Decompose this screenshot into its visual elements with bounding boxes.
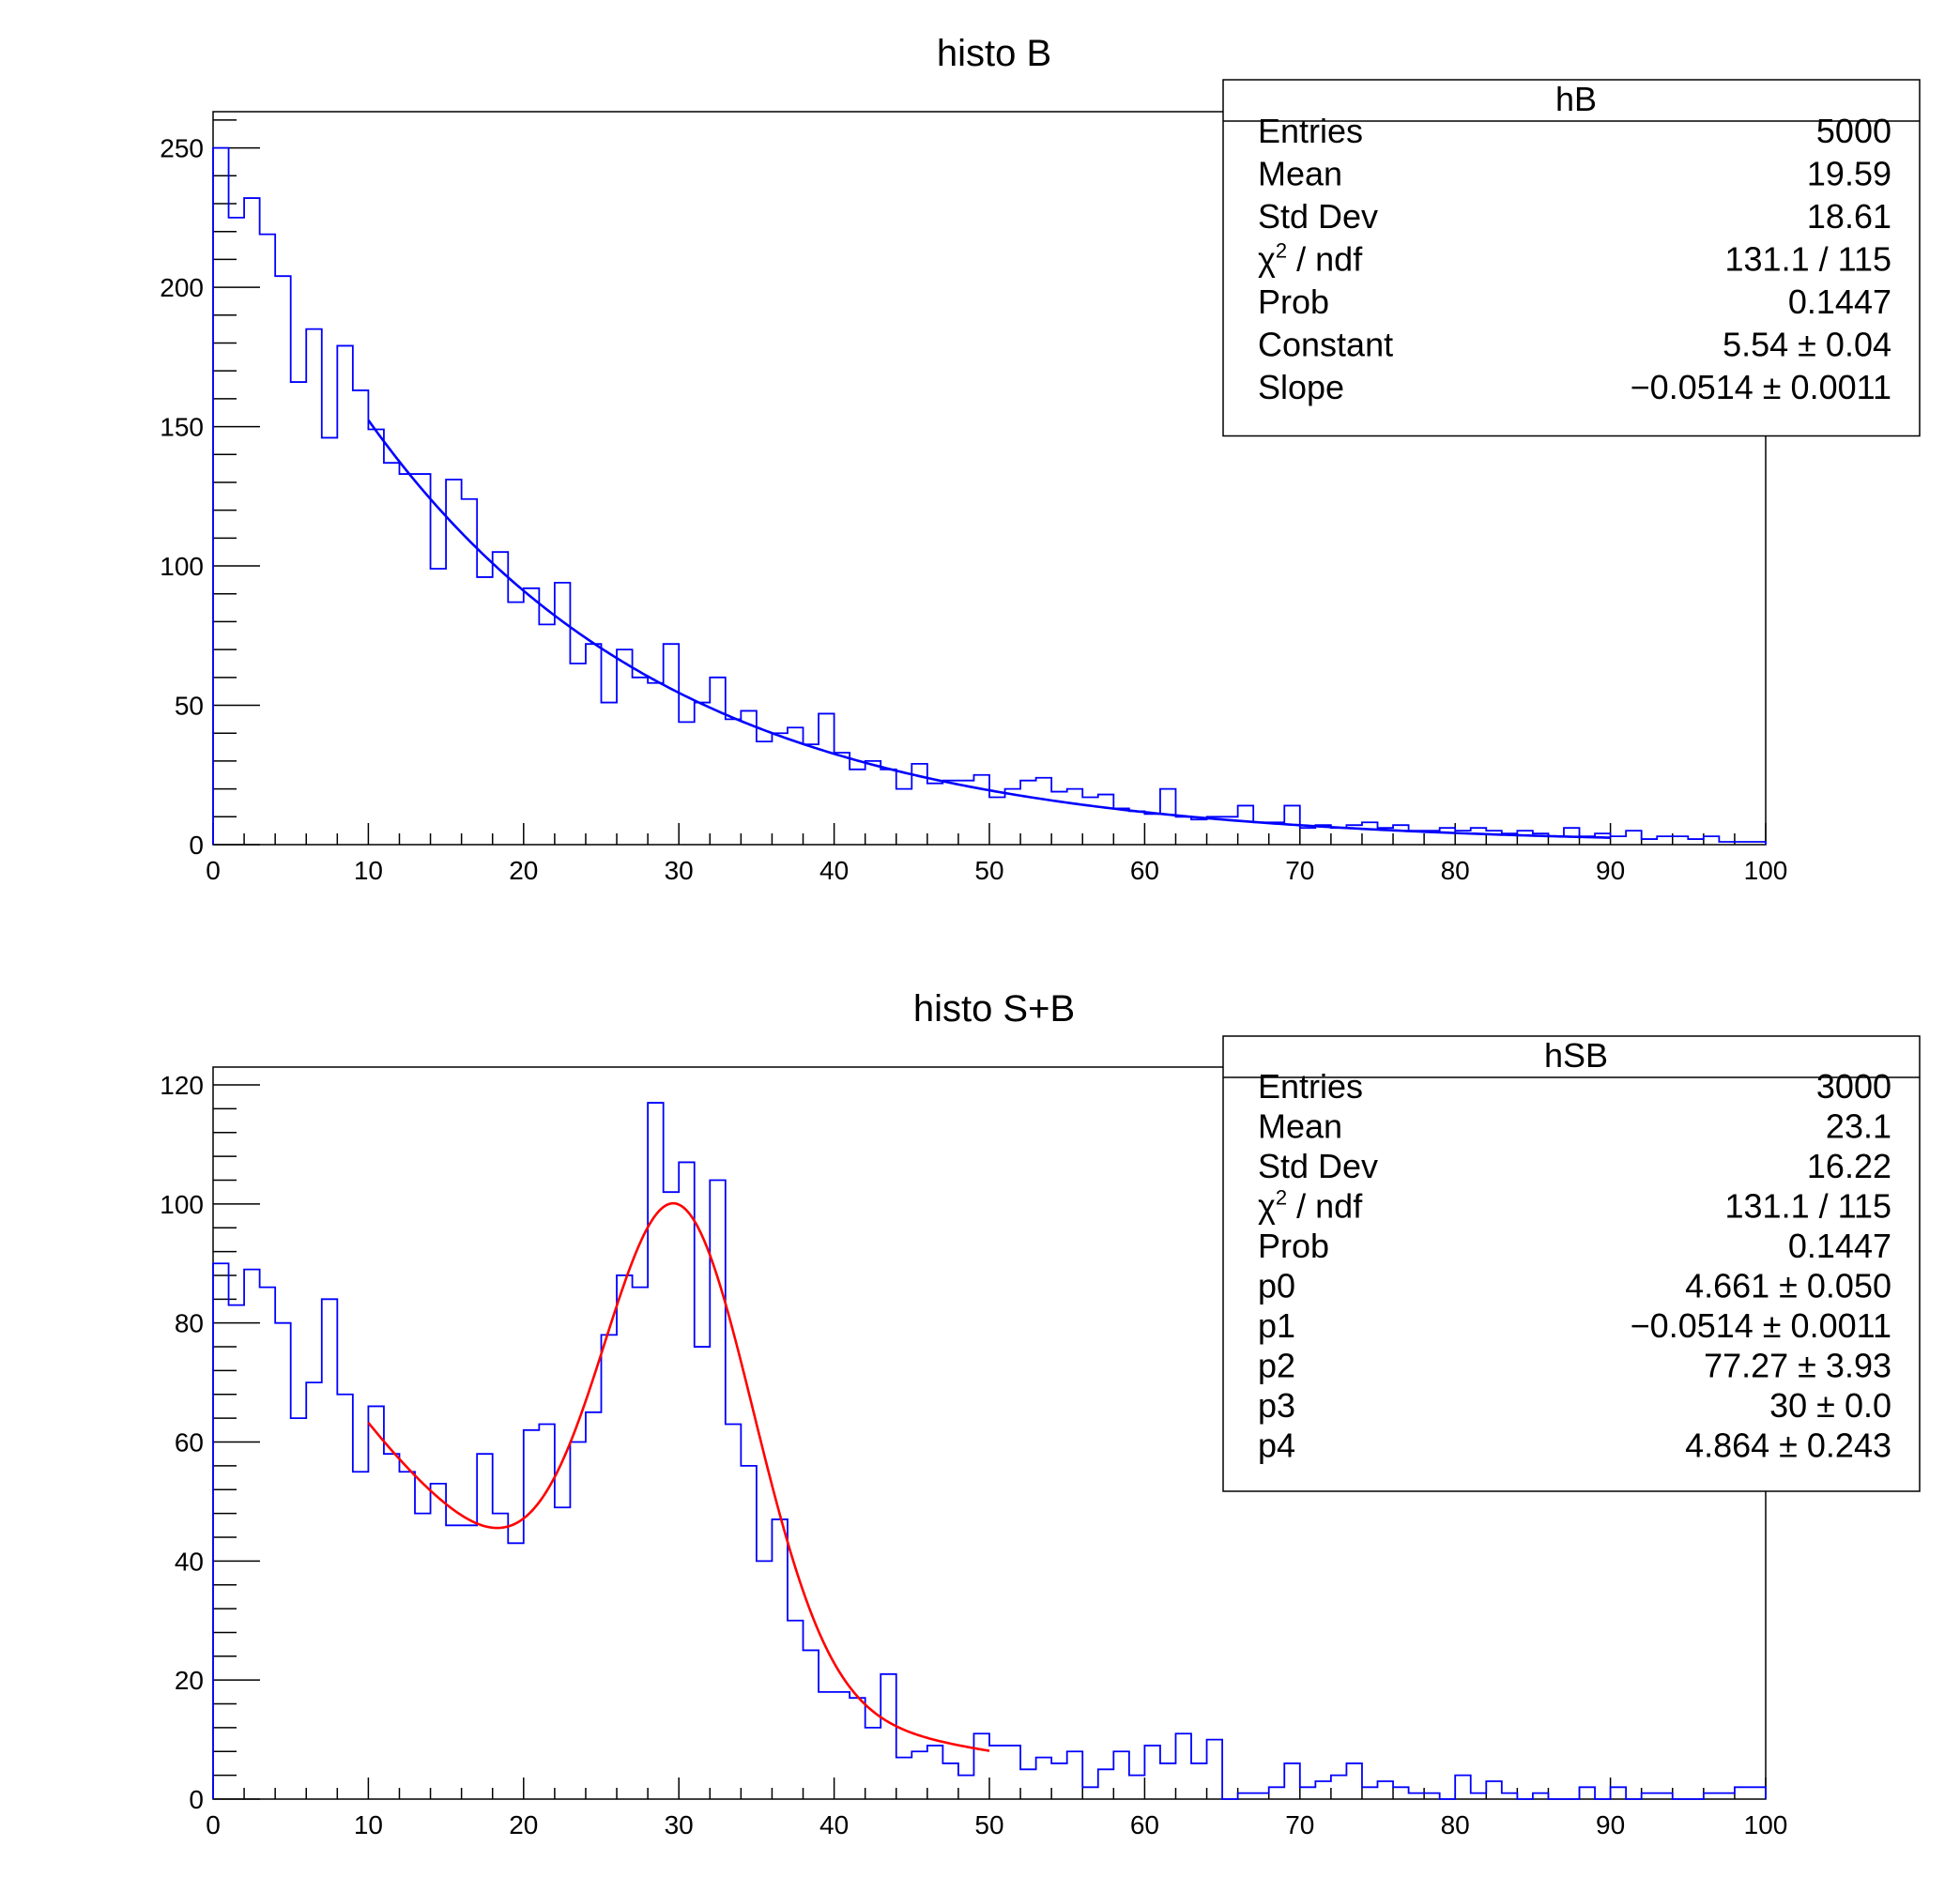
- x-tick-label: 50: [974, 1810, 1003, 1839]
- stats-row-value: 19.59: [1807, 155, 1891, 193]
- stats-row-label: Std Dev: [1258, 1147, 1378, 1185]
- x-tick-label: 90: [1596, 1810, 1625, 1839]
- x-tick-label: 10: [354, 856, 383, 885]
- x-tick-label: 100: [1744, 856, 1788, 885]
- histogram-bins: [212, 146, 1767, 845]
- y-tick-label: 150: [160, 413, 204, 442]
- stats-row-value: 4.864 ± 0.243: [1685, 1427, 1891, 1465]
- y-tick-label: 80: [175, 1309, 204, 1338]
- x-tick-label: 0: [206, 856, 221, 885]
- y-tick-label: 120: [160, 1071, 204, 1100]
- x-tick-label: 100: [1744, 1810, 1788, 1839]
- stats-row-value: 3000: [1816, 1067, 1891, 1106]
- stats-row-value: 4.661 ± 0.050: [1685, 1267, 1891, 1305]
- stats-row-value: −0.0514 ± 0.0011: [1631, 1306, 1891, 1345]
- x-tick-label: 40: [819, 1810, 849, 1839]
- fit-curve: [367, 419, 1611, 839]
- stats-row-label: p2: [1258, 1347, 1295, 1385]
- y-tick-label: 40: [175, 1547, 204, 1576]
- fit-curve: [367, 1201, 990, 1752]
- x-tick-label: 30: [665, 1810, 694, 1839]
- x-tick-label: 90: [1596, 856, 1625, 885]
- stats-row-value: 23.1: [1826, 1107, 1891, 1146]
- y-tick-label: 100: [160, 552, 204, 581]
- stats-box: hSB Entries 3000 Mean 23.1 Std Dev 16.22 χ2 / n…: [1222, 1035, 1921, 1492]
- histogram-bins: [212, 1102, 1767, 1800]
- x-tick-label: 40: [819, 856, 849, 885]
- stats-row-label: Std Dev: [1258, 197, 1378, 236]
- histogram-panel-2: histo S+B 0 10 20 30 40 50 60 70 80 90 100 0 20 40 60 80…: [160, 988, 1921, 1839]
- stats-row-value: 18.61: [1807, 197, 1891, 236]
- stats-row-label: p4: [1258, 1427, 1295, 1465]
- stats-box-title: hB: [1555, 80, 1597, 118]
- x-tick-label: 50: [974, 856, 1003, 885]
- stats-row-label: Mean: [1258, 1107, 1342, 1146]
- stats-row-value: 30 ± 0.0: [1769, 1386, 1891, 1425]
- stats-row-value: 0.1447: [1788, 1227, 1891, 1265]
- stats-row-value: 131.1 / 115: [1725, 1187, 1892, 1226]
- stats-box-frame: [1222, 79, 1921, 437]
- chart-title: histo B: [937, 33, 1051, 74]
- stats-row-label: p3: [1258, 1386, 1295, 1425]
- stats-row-value: 5.54 ± 0.04: [1723, 326, 1891, 364]
- stats-row-label: Constant: [1258, 326, 1393, 364]
- y-tick-label: 60: [175, 1428, 204, 1457]
- stats-row-value: 5000: [1816, 112, 1891, 150]
- stats-row-label: χ2 / ndf: [1258, 1186, 1363, 1226]
- chart-title: histo S+B: [913, 988, 1075, 1030]
- x-tick-label: 60: [1130, 1810, 1159, 1839]
- stats-box-frame: [1222, 1035, 1921, 1492]
- x-tick-label: 0: [206, 1810, 221, 1839]
- histogram-panel-1: histo B 0 10 20 30 40 50 60 70 80 90 100 0 50 100 150 20…: [160, 33, 1921, 885]
- stats-row-label: Prob: [1258, 282, 1329, 321]
- x-tick-label: 80: [1441, 856, 1470, 885]
- x-tick-label: 30: [665, 856, 694, 885]
- y-tick-label: 250: [160, 134, 204, 163]
- x-tick-label: 20: [509, 856, 538, 885]
- stats-row-label: χ2 / ndf: [1258, 239, 1363, 279]
- stats-row-value: 16.22: [1807, 1147, 1891, 1185]
- y-tick-label: 50: [175, 692, 204, 721]
- x-tick-label: 60: [1130, 856, 1159, 885]
- y-tick-label: 20: [175, 1666, 204, 1695]
- stats-row-label: Prob: [1258, 1227, 1329, 1265]
- y-tick-label: 100: [160, 1190, 204, 1219]
- x-tick-label: 70: [1285, 856, 1314, 885]
- stats-row-label: Entries: [1258, 1067, 1363, 1106]
- stats-row-value: 77.27 ± 3.93: [1704, 1347, 1891, 1385]
- stats-row-value: 0.1447: [1788, 282, 1891, 321]
- stats-box: hB Entries 5000 Mean 19.59 Std Dev 18.61 χ2 / n…: [1222, 79, 1921, 437]
- stats-row-value: −0.0514 ± 0.0011: [1631, 368, 1891, 406]
- stats-row-label: p1: [1258, 1306, 1295, 1345]
- stats-row-label: Entries: [1258, 112, 1363, 150]
- x-tick-label: 70: [1285, 1810, 1314, 1839]
- stats-row-label: p0: [1258, 1267, 1295, 1305]
- y-tick-label: 0: [189, 831, 204, 860]
- stats-row-label: Mean: [1258, 155, 1342, 193]
- stats-row-label: Slope: [1258, 368, 1344, 406]
- y-tick-label: 0: [189, 1785, 204, 1814]
- x-tick-label: 10: [354, 1810, 383, 1839]
- y-tick-label: 200: [160, 273, 204, 302]
- x-tick-label: 80: [1441, 1810, 1470, 1839]
- x-tick-label: 20: [509, 1810, 538, 1839]
- stats-box-title: hSB: [1544, 1036, 1608, 1075]
- stats-row-value: 131.1 / 115: [1725, 240, 1892, 279]
